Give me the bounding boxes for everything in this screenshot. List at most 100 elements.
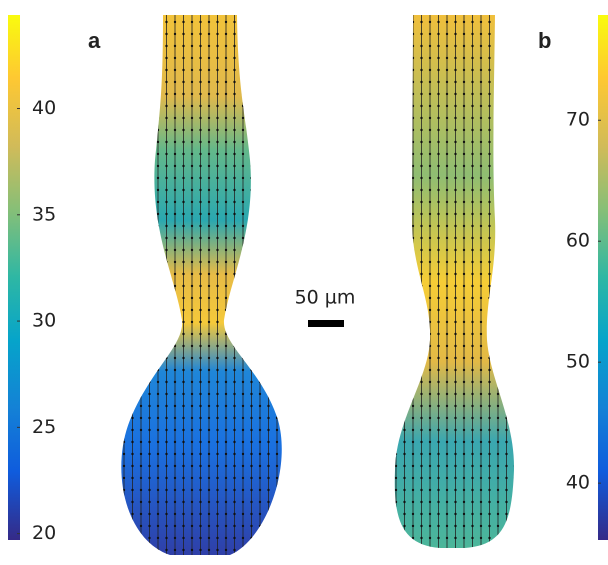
arrow-head [445,332,449,336]
arrow-head [156,344,160,348]
arrow-head [182,308,185,312]
arrow-head [454,20,457,24]
arrow-head [428,272,432,276]
arrow-head [207,44,211,48]
arrow-head [394,92,398,96]
arrow-head [496,152,500,156]
arrow-head [505,272,508,276]
arrow-head [233,44,236,48]
arrow-head [488,32,491,36]
arrow-head [156,368,160,372]
arrow-head [505,428,508,432]
arrow-head [122,188,126,192]
arrow-head [471,356,474,360]
arrow-head [454,68,457,72]
arrow-head [148,440,151,444]
arrow-head [428,296,432,300]
arrow-head [394,104,398,108]
arrow-head [165,308,168,312]
arrow-head [420,524,423,528]
arrow-head [411,152,415,156]
arrow-head [505,524,508,528]
arrow-head [480,549,482,551]
arrow-head [199,260,202,264]
arrow-head [479,320,483,324]
arrow-head [496,524,500,528]
arrow-head [454,500,457,504]
arrow-head [275,164,279,168]
arrow-head [267,380,270,384]
arrow-head [496,80,500,84]
arrow-head [250,80,253,84]
arrow-head [173,128,177,132]
arrow-head [199,32,202,36]
arrow-head [139,464,143,468]
arrow-head [207,260,211,264]
arrow-head [199,476,202,480]
arrow-head [394,140,398,144]
arrow-head [445,380,449,384]
arrow-head [411,80,415,84]
arrow-head [275,284,279,288]
arrow-head [505,284,508,288]
arrow-head [173,320,177,324]
arrow-head [122,296,126,300]
arrow-head [488,536,491,540]
arrow-head [233,296,236,300]
arrow-head [190,260,194,264]
arrow-head [445,56,449,60]
arrow-head [199,440,202,444]
arrow-head [471,380,474,384]
arrow-head [122,104,126,108]
arrow-head [513,404,515,408]
arrow-head [207,116,211,120]
arrow-head [173,44,177,48]
arrow-head [428,380,432,384]
arrow-head [420,536,423,540]
arrow-head [182,452,185,456]
arrow-head [267,368,270,372]
arrow-head [513,272,515,276]
arrow-head [420,464,423,468]
arrow-head [420,92,423,96]
arrow-head [224,80,228,84]
arrow-head [156,512,160,516]
arrow-head [190,200,194,204]
arrow-head [496,92,500,96]
arrow-head [190,416,194,420]
arrow-head [122,44,126,48]
arrow-head [148,212,151,216]
arrow-head [250,416,253,420]
arrow-head [267,548,270,552]
arrow-head [156,464,160,468]
arrow-head [403,272,406,276]
arrow-head [445,392,449,396]
arrow-head [165,368,168,372]
arrow-head [488,152,491,156]
arrow-head [505,344,508,348]
arrow-head [505,404,508,408]
arrow-head [403,440,406,444]
arrow-head [488,356,491,360]
arrow-head [224,404,228,408]
arrow-head [496,332,500,336]
arrow-head [216,404,219,408]
tick-label: 40 [566,472,590,494]
arrow-head [454,452,457,456]
arrow-head [445,356,449,360]
arrow-head [216,44,219,48]
arrow-head [513,296,515,300]
arrow-head [190,152,194,156]
tick-label: 30 [32,310,56,332]
arrow-head [241,188,245,192]
arrow-head [394,44,398,48]
arrow-head [471,332,474,336]
arrow-head [437,92,440,96]
arrow-head [156,440,160,444]
arrow-head [122,164,126,168]
arrow-head [216,248,219,252]
arrow-head [411,260,415,264]
arrow-head [411,332,415,336]
arrow-head [258,476,262,480]
arrow-head [471,80,474,84]
